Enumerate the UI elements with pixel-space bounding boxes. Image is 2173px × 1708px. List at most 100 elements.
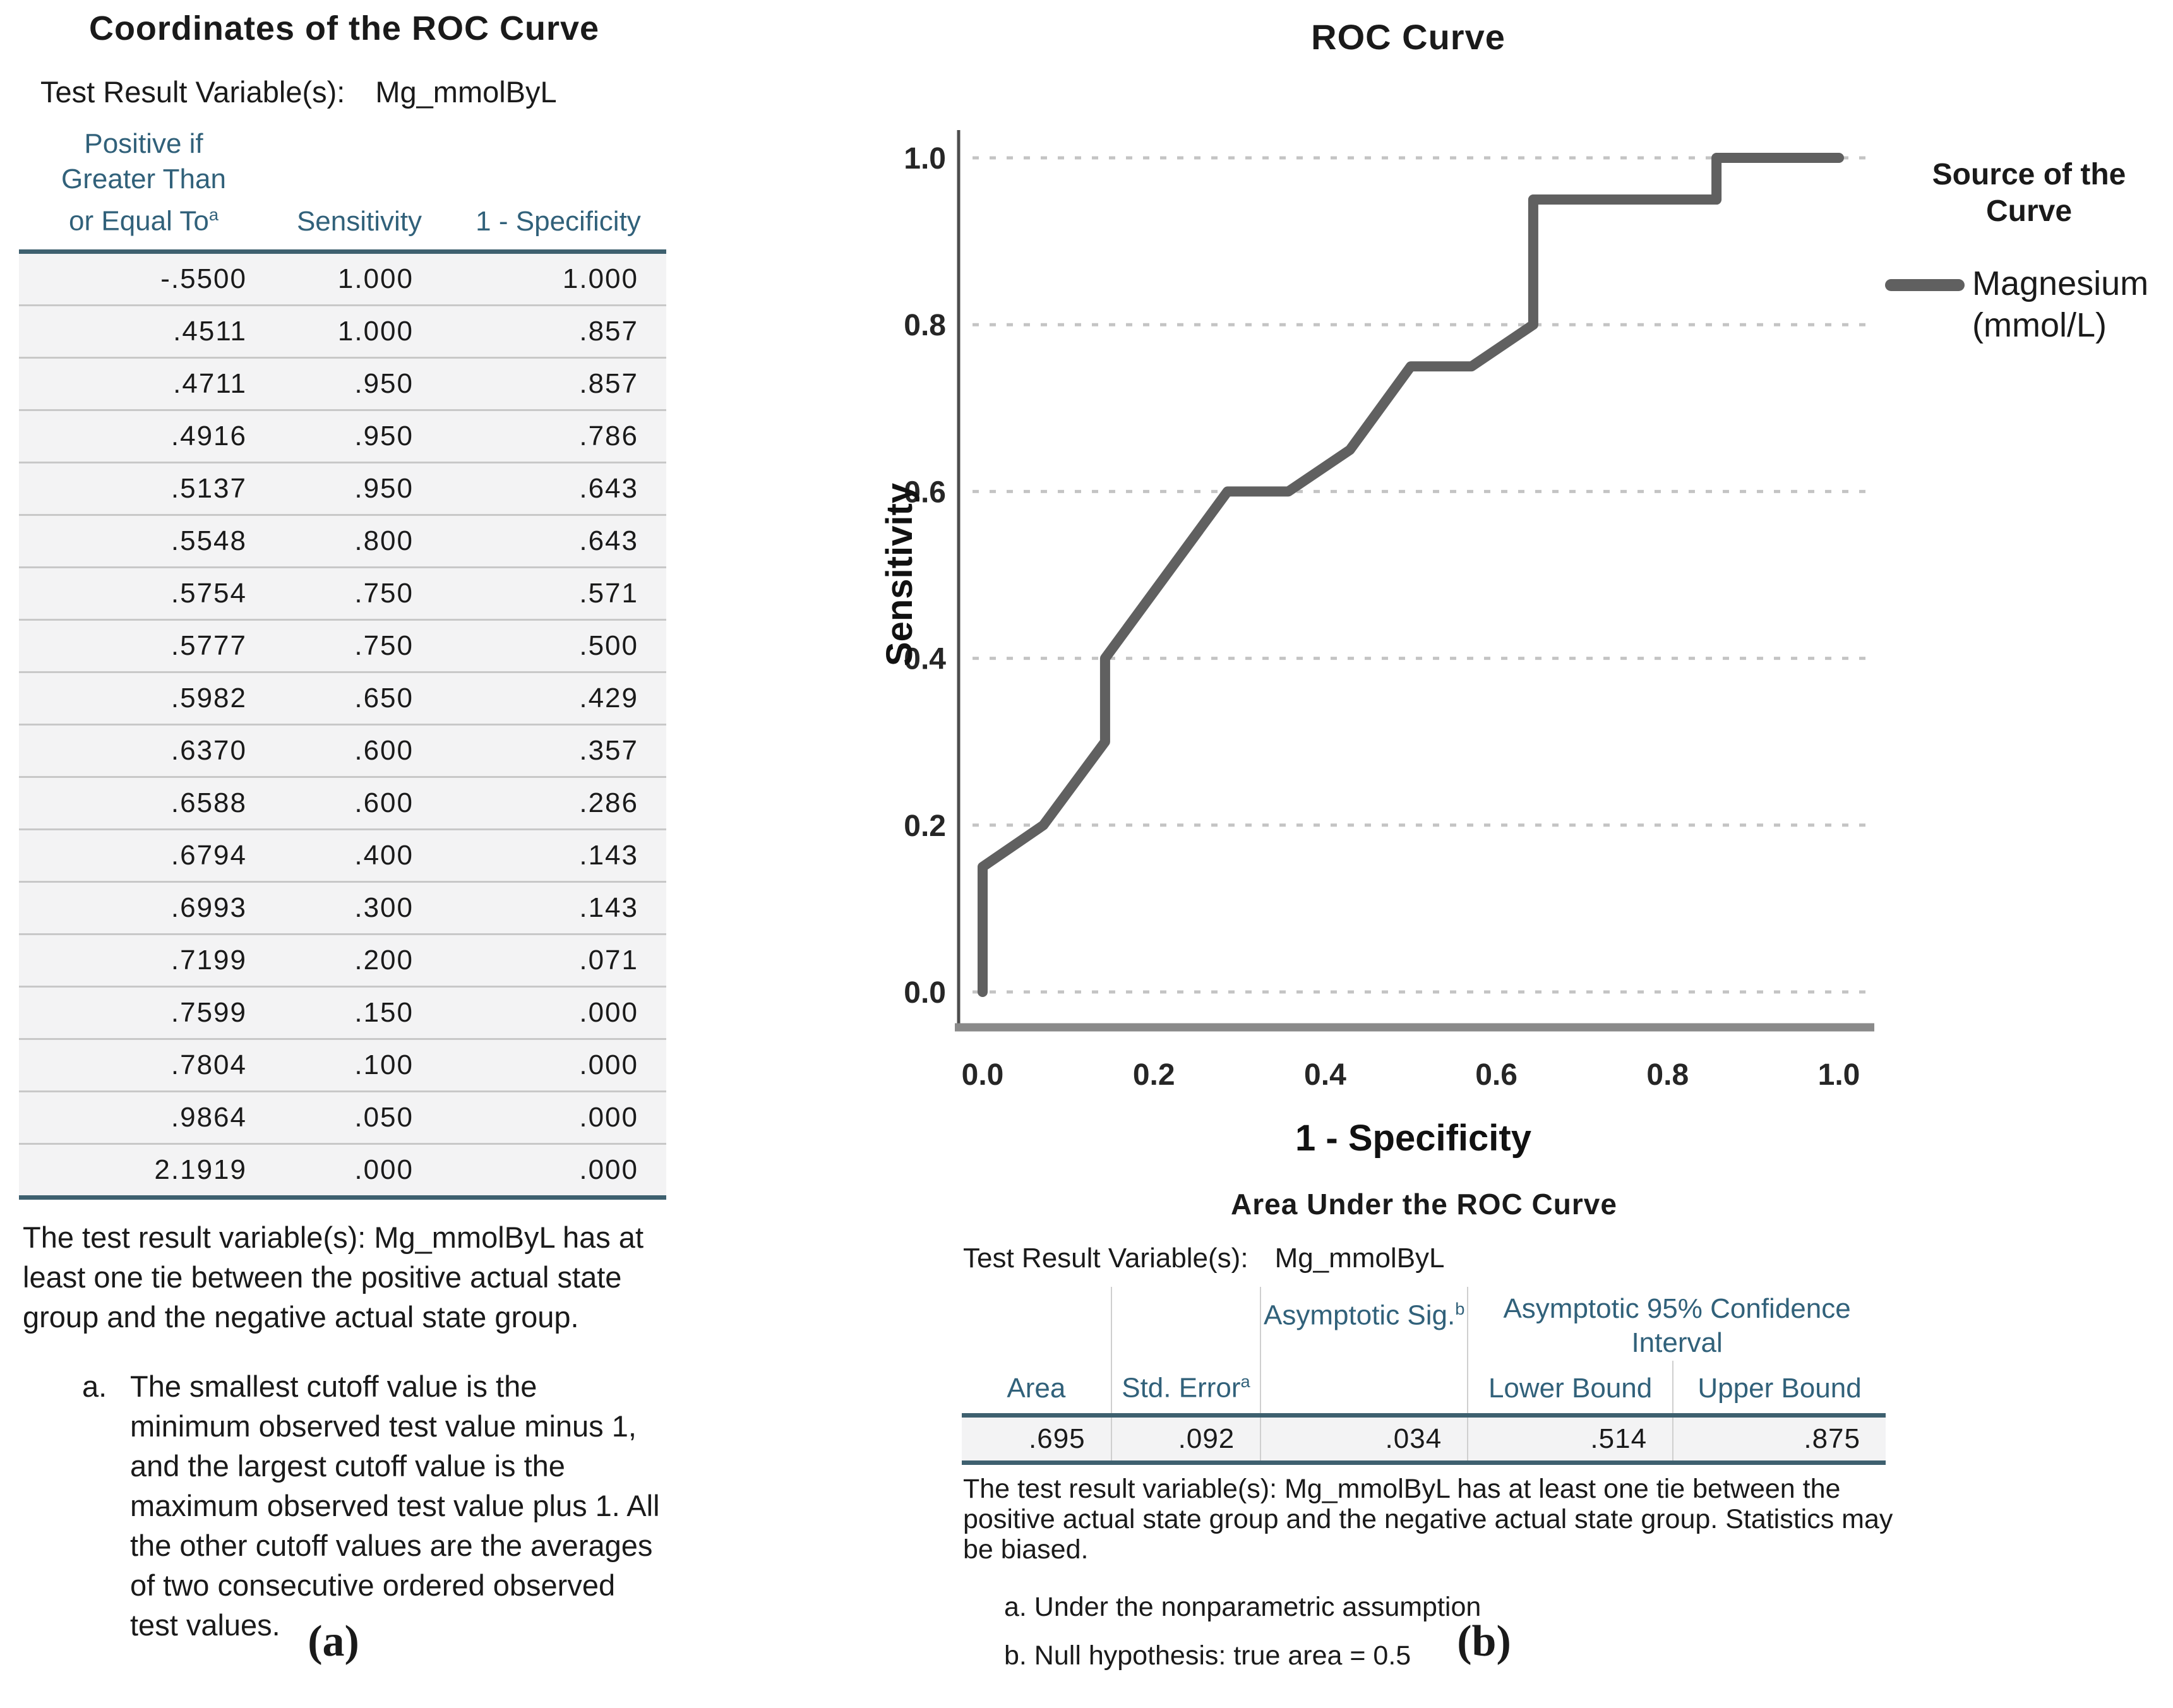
sensitivity-value: .600 bbox=[354, 787, 414, 818]
auc-header-row-bottom: Area Std. Errora Lower Bound Upper Bound bbox=[962, 1361, 1886, 1416]
auc-table: Asymptotic Sig.b Asymptotic 95% Confiden… bbox=[962, 1287, 1886, 1465]
table-footnote-a: a. The smallest cutoff value is the mini… bbox=[82, 1366, 669, 1645]
x-tick-label-0.8: 0.8 bbox=[1646, 1058, 1689, 1092]
auc-header-spacer-1 bbox=[962, 1287, 1111, 1361]
sensitivity-value: .950 bbox=[354, 472, 414, 504]
coordinates-table-row: .5548 .800 .643 bbox=[19, 515, 666, 568]
sensitivity-value: 1.000 bbox=[337, 263, 414, 294]
legend-line-swatch bbox=[1885, 279, 1965, 291]
auc-asymptotic-sig-value: .034 bbox=[1260, 1415, 1468, 1463]
cutoff-header-text: Positive if Greater Than or Equal To bbox=[61, 128, 226, 237]
sensitivity-value: .300 bbox=[354, 892, 414, 923]
footnote-a-text: The smallest cutoff value is the minimum… bbox=[130, 1369, 660, 1642]
one-minus-specificity-value: .143 bbox=[579, 839, 638, 871]
auc-footnote: The test result variable(s): Mg_mmolByL … bbox=[963, 1473, 1893, 1565]
y-tick-label-0.0: 0.0 bbox=[904, 976, 946, 1010]
auc-data-row: .695 .092 .034 .514 .875 bbox=[962, 1415, 1886, 1463]
cutoff-value: .5982 bbox=[171, 682, 247, 714]
cutoff-value: 2.1919 bbox=[154, 1154, 247, 1185]
legend-title: Source of the Curve bbox=[1932, 158, 2126, 228]
coordinates-table-row: 2.1919 .000 .000 bbox=[19, 1144, 666, 1198]
one-minus-specificity-value: .857 bbox=[579, 315, 638, 347]
sensitivity-value: .400 bbox=[354, 839, 414, 871]
auc-header-upper-bound: Upper Bound bbox=[1672, 1361, 1886, 1416]
one-minus-specificity-value: .786 bbox=[579, 420, 638, 451]
cutoff-value: .6588 bbox=[171, 787, 247, 818]
auc-test-result-line: Test Result Variable(s): Mg_mmolByL bbox=[963, 1243, 1910, 1274]
auc-header-confidence-interval: Asymptotic 95% Confidence Interval bbox=[1467, 1287, 1886, 1361]
one-minus-specificity-value: .000 bbox=[579, 1049, 638, 1080]
auc-header-spacer-3 bbox=[1260, 1361, 1468, 1416]
y-tick-label-0.8: 0.8 bbox=[904, 309, 946, 342]
coordinates-table-row: .7199 .200 .071 bbox=[19, 934, 666, 987]
auc-std-error-value: .092 bbox=[1110, 1415, 1261, 1463]
coordinates-table-row: .5982 .650 .429 bbox=[19, 672, 666, 725]
sensitivity-value: 1.000 bbox=[337, 315, 414, 347]
subfigure-caption-b: (b) bbox=[1457, 1617, 1511, 1666]
panel-a-coordinates: Coordinates of the ROC Curve Test Result… bbox=[19, 9, 669, 1645]
one-minus-specificity-value: .643 bbox=[579, 525, 638, 556]
coordinates-table-title: Coordinates of the ROC Curve bbox=[88, 9, 600, 47]
sensitivity-value: .950 bbox=[354, 367, 414, 399]
column-header-one-minus-specificity: 1 - Specificity bbox=[476, 205, 641, 237]
coordinates-table-row: .6794 .400 .143 bbox=[19, 829, 666, 882]
cutoff-value: .5548 bbox=[171, 525, 247, 556]
cutoff-value: .7199 bbox=[171, 944, 247, 976]
sensitivity-value: .050 bbox=[354, 1101, 414, 1133]
one-minus-specificity-value: .000 bbox=[579, 1101, 638, 1133]
auc-table-title: Area Under the ROC Curve bbox=[1231, 1188, 1617, 1221]
one-minus-specificity-value: .000 bbox=[579, 1154, 638, 1185]
auc-lower-bound-value: .514 bbox=[1467, 1415, 1673, 1463]
x-axis-title: 1 - Specificity bbox=[1295, 1118, 1531, 1159]
sensitivity-value: .750 bbox=[354, 577, 414, 609]
auc-footnote-a: a. Under the nonparametric assumption bbox=[1004, 1591, 1482, 1622]
legend-entry-label: Magnesium (mmol/L) bbox=[1972, 265, 2149, 344]
column-header-cutoff: Positive if Greater Than or Equal Toa bbox=[19, 126, 268, 251]
cutoff-value: .4916 bbox=[171, 420, 247, 451]
coordinates-table-row: .5754 .750 .571 bbox=[19, 567, 666, 620]
footnote-a-marker: a. bbox=[82, 1369, 107, 1403]
sensitivity-value: .750 bbox=[354, 630, 414, 661]
x-tick-label-0.6: 0.6 bbox=[1475, 1058, 1518, 1092]
roc-curve-plot: 0.0 0.2 0.4 0.6 0.8 1.0 0.0 0.2 0.4 0.6 0.8 1.0 Sens… bbox=[884, 130, 1874, 1159]
one-minus-specificity-value: .857 bbox=[579, 367, 638, 399]
sensitivity-value: .950 bbox=[354, 420, 414, 451]
auc-header-lower-bound: Lower Bound bbox=[1467, 1361, 1673, 1416]
cutoff-header-superscript: a bbox=[208, 205, 218, 224]
coordinates-table-row: .5777 .750 .500 bbox=[19, 619, 666, 672]
coordinates-table-row: .4711 .950 .857 bbox=[19, 357, 666, 410]
sensitivity-value: .200 bbox=[354, 944, 414, 976]
y-tick-label-0.4: 0.4 bbox=[904, 643, 946, 676]
one-minus-specificity-value: .286 bbox=[579, 787, 638, 818]
coordinates-table-row: .9864 .050 .000 bbox=[19, 1091, 666, 1144]
coordinates-table-row: .4511 1.000 .857 bbox=[19, 305, 666, 358]
one-minus-specificity-value: .000 bbox=[579, 996, 638, 1028]
test-result-variable-line: Test Result Variable(s): Mg_mmolByL bbox=[40, 75, 669, 109]
auc-upper-bound-value: .875 bbox=[1672, 1415, 1886, 1463]
auc-header-asymptotic-sig: Asymptotic Sig.b bbox=[1260, 1287, 1468, 1361]
x-tick-label-1.0: 1.0 bbox=[1818, 1058, 1860, 1092]
table-footnote: The test result variable(s): Mg_mmolByL … bbox=[23, 1220, 644, 1334]
std-error-text: Std. Error bbox=[1122, 1372, 1241, 1404]
one-minus-specificity-value: .143 bbox=[579, 892, 638, 923]
coordinates-table-row: -.5500 1.000 1.000 bbox=[19, 251, 666, 306]
cutoff-value: .4511 bbox=[173, 315, 247, 347]
auc-header-area: Area bbox=[1007, 1372, 1066, 1404]
one-minus-specificity-value: .357 bbox=[579, 734, 638, 766]
coordinates-table-row: .4916 .950 .786 bbox=[19, 410, 666, 463]
cutoff-value: .5137 bbox=[171, 472, 247, 504]
test-result-variable-value: Mg_mmolByL bbox=[375, 75, 557, 109]
coordinates-table-row: .7599 .150 .000 bbox=[19, 986, 666, 1039]
sensitivity-value: .800 bbox=[354, 525, 414, 556]
auc-header-row-top: Asymptotic Sig.b Asymptotic 95% Confiden… bbox=[962, 1287, 1886, 1361]
coordinates-table: Positive if Greater Than or Equal Toa Se… bbox=[19, 126, 666, 1200]
cutoff-value: .7599 bbox=[171, 996, 247, 1028]
cutoff-value: .5777 bbox=[171, 630, 247, 661]
one-minus-specificity-value: 1.000 bbox=[562, 263, 638, 294]
sensitivity-value: .600 bbox=[354, 734, 414, 766]
x-tick-label-0.2: 0.2 bbox=[1133, 1058, 1175, 1092]
cutoff-value: .6370 bbox=[171, 734, 247, 766]
one-minus-specificity-value: .571 bbox=[579, 577, 638, 609]
cutoff-value: -.5500 bbox=[160, 263, 247, 294]
